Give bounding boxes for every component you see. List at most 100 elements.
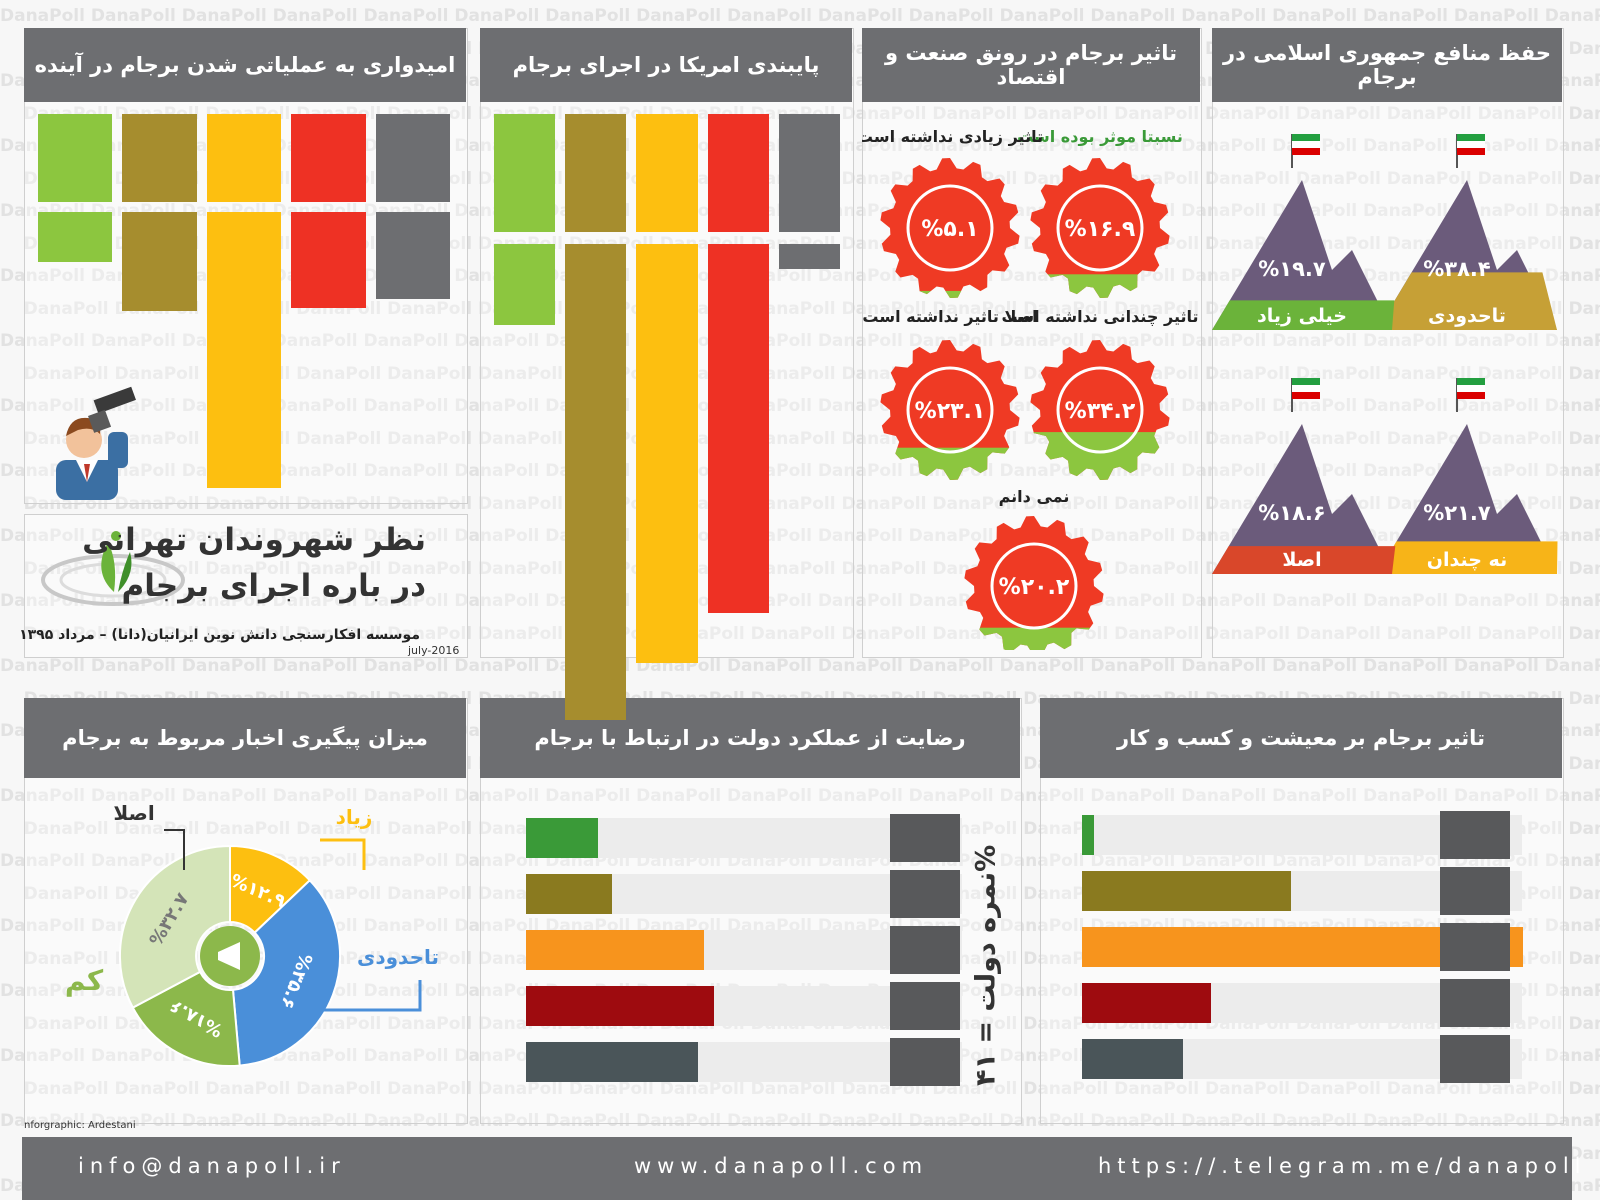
gear-label-0: نسبتا موثر بوده است (1017, 127, 1183, 146)
flag-white-1 (1292, 141, 1320, 148)
gear-fill-1 (880, 290, 1020, 298)
gear-fill-4 (964, 627, 1104, 650)
p1-bar-0 (38, 212, 113, 262)
donut-slice-0 (229, 844, 312, 935)
panel-economy-title: تاثیر برجام در رونق صنعت و اقتصاد (862, 28, 1200, 102)
panel-news-title: میزان پیگیری اخبار مربوط به برجام (24, 698, 466, 778)
mountain-value-3: %۱۸.۶ (1258, 501, 1325, 525)
p1-bar-3 (291, 212, 366, 309)
donut-label-3: اصلا (113, 801, 154, 825)
mountain-chart-svg: %۳۸.۴ تاحدودی %۱۹.۷ خیلی زیاد %۲۱.۷ نه چندان%… (1212, 134, 1558, 574)
p6-value-4 (890, 1038, 960, 1086)
p2-value-3 (708, 533, 769, 607)
p1-bar-1 (122, 212, 197, 311)
gear-value-3: %۲۳.۱ (915, 399, 986, 424)
flag-white-0 (1457, 141, 1485, 148)
p6-bar-0 (526, 818, 599, 858)
gear-label-3: اصلا تاثیر نداشته است (862, 307, 1037, 326)
institute-text: موسسه افکارسنجی دانش نوین ایرانیان(دانا)… (19, 627, 420, 643)
panel-hope-title: امیدواری به عملیاتی شدن برجام در آینده (24, 28, 466, 102)
gear-fill-2 (1030, 432, 1170, 480)
government-score: نمره دولت = ۴۱% (970, 844, 1002, 1086)
p7-bar-4 (1082, 1039, 1183, 1079)
mountain-value-2: %۲۱.۷ (1423, 501, 1491, 525)
p2-bar-2 (636, 244, 698, 664)
p2-value-1 (565, 640, 626, 714)
p1-value-2 (207, 408, 281, 482)
flag-red-1 (1292, 148, 1320, 155)
p2-category-3 (707, 114, 769, 232)
gear-fill-0 (1030, 274, 1170, 298)
flag-white-2 (1457, 385, 1485, 392)
mountain-fill-0 (1377, 272, 1557, 330)
donut-label-0: زیاد (336, 805, 373, 829)
flag-green-2 (1457, 378, 1485, 385)
flag-green-1 (1292, 134, 1320, 141)
p1-category-1 (122, 114, 197, 202)
telescope-person-icon (56, 386, 136, 500)
donut-slice-3 (118, 844, 231, 1009)
donut-label-2: کم (65, 964, 104, 997)
credit-text: nforgraphic: Ardestani (24, 1120, 136, 1131)
gear-label-4: نمی دانم (999, 487, 1070, 506)
flag-green-0 (1457, 134, 1485, 141)
gear-value-2: %۳۴.۲ (1065, 399, 1136, 424)
gear-ring-3 (906, 366, 994, 454)
mountain-3: %۱۸.۶ اصلا (1212, 378, 1396, 574)
donut-label-1: تاحدودی (357, 945, 439, 969)
donut-slice-2 (131, 970, 241, 1068)
p1-value-0 (38, 268, 112, 342)
p6-bar-1 (526, 874, 613, 914)
p7-value-4 (1440, 1035, 1510, 1083)
mountain-value-0: %۳۸.۴ (1423, 257, 1491, 281)
mountain-value-1: %۱۹.۷ (1258, 257, 1326, 281)
flag-red-3 (1292, 392, 1320, 399)
p2-category-2 (636, 114, 698, 232)
gear-ring-4 (990, 542, 1078, 630)
p1-bar-4 (375, 212, 450, 300)
p1-category-3 (291, 114, 366, 202)
footer-email[interactable]: info@danapoll.ir (78, 1154, 346, 1178)
footer-website[interactable]: www.danapoll.com (634, 1154, 929, 1178)
mountain-label-1: خیلی زیاد (1257, 305, 1347, 327)
p6-value-1 (890, 870, 960, 918)
p7-value-3 (1440, 979, 1510, 1027)
p6-value-2 (890, 926, 960, 974)
p1-bar-2 (206, 212, 282, 488)
mountain-fill-3 (1212, 546, 1396, 574)
dana-logo (41, 531, 185, 606)
p2-bar-0 (494, 244, 556, 326)
date-text: july-2016 (408, 644, 460, 657)
gear-ring-0 (1056, 184, 1144, 272)
p1-value-4 (376, 305, 450, 379)
mountain-fill-1 (1212, 300, 1395, 330)
panel-interests-title: حفظ منافع جمهوری اسلامی در برجام (1212, 28, 1562, 102)
donut-slice-1 (231, 878, 342, 1067)
p6-track-0 (526, 818, 962, 858)
panel-livelihood-title: تاثیر برجام بر معیشت و کسب و کار (1040, 698, 1562, 778)
gear-value-0: %۱۶.۹ (1065, 217, 1136, 242)
p7-bar-1 (1082, 871, 1292, 911)
mountain-fill-2 (1377, 541, 1558, 574)
p2-bar-1 (565, 244, 627, 721)
main-title-line1: نظر شهروندان تهرانی (82, 522, 426, 558)
panel-government-title: رضایت از عملکرد دولت در ارتباط با برجام (480, 698, 1020, 778)
p1-category-2 (206, 114, 282, 202)
p2-bar-3 (707, 244, 769, 614)
p1-value-3 (291, 228, 365, 302)
p6-bar-4 (526, 1042, 699, 1082)
p1-value-1 (122, 231, 196, 305)
mountain-label-0: تاحدودی (1428, 305, 1506, 327)
gear-value-1: %۵.۱ (921, 217, 978, 242)
flag-red-2 (1457, 392, 1485, 399)
p6-value-0 (890, 814, 960, 862)
p7-value-2 (1440, 923, 1510, 971)
leader-line-3 (164, 829, 185, 870)
p2-category-0 (494, 114, 556, 232)
p7-value-1 (1440, 867, 1510, 915)
p1-category-4 (375, 114, 450, 202)
footer-telegram[interactable]: https://.telegram.me/danapoll (1098, 1154, 1587, 1178)
mountain-label-2: نه چندان (1427, 549, 1507, 571)
megaphone-icon (218, 942, 240, 970)
